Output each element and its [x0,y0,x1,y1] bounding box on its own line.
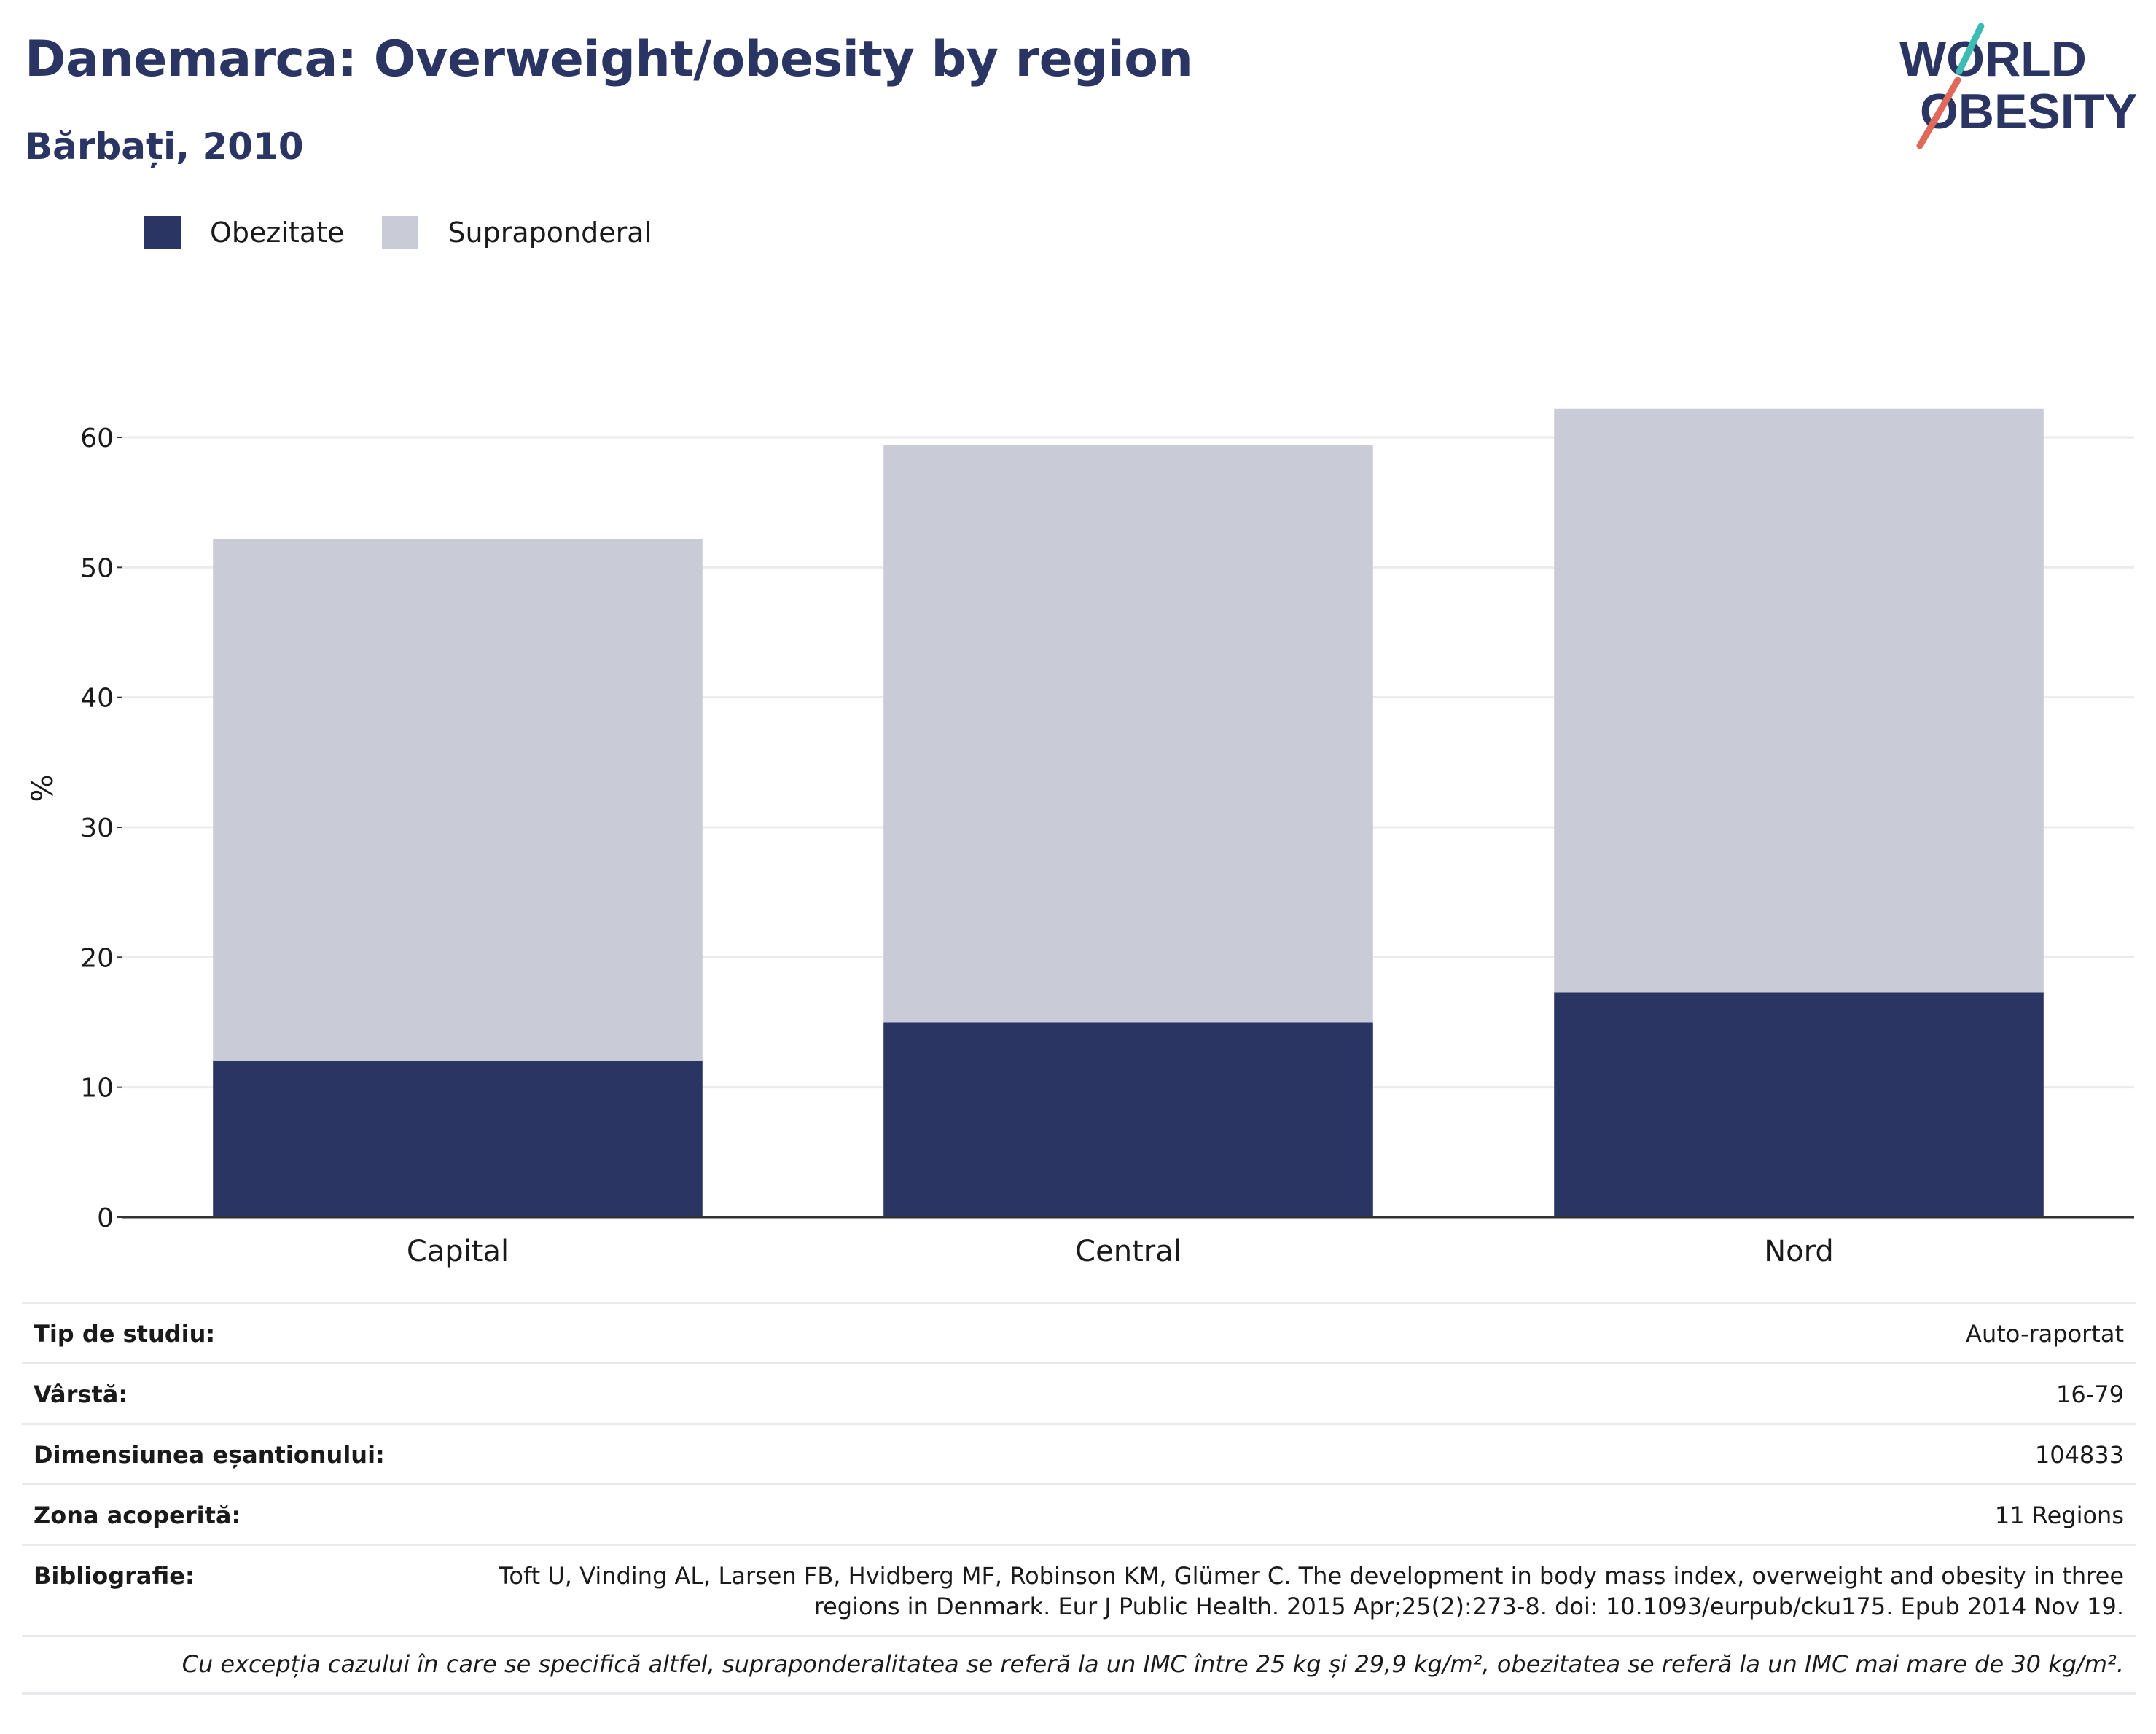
info-row-age: Vârstă: 16-79 [22,1362,2136,1423]
info-value: 11 Regions [1994,1501,2124,1529]
bar-chart: 0 10 20 30 40 50 60% Capital Central Nord [26,408,2134,1268]
info-row-study-type: Tip de studiu: Auto-raportat [22,1302,2136,1362]
logo-text-world: WORLD [1899,31,2087,87]
world-obesity-logo: WORLD OBESITY [1899,23,2138,149]
info-key: Tip de studiu: [34,1320,216,1348]
info-key: Vârstă: [34,1380,128,1408]
y-tick-label: 10 [80,1074,114,1104]
legend-item-overweight[interactable]: Supraponderal [382,216,652,249]
chart-legend: Obezitate Supraponderal [144,216,690,249]
info-value: 16-79 [2056,1380,2124,1408]
bar-obesity-nord [1554,992,2044,1217]
legend-item-obesity[interactable]: Obezitate [144,216,344,249]
y-tick-label: 20 [80,943,114,973]
y-tick-label: 30 [80,813,114,843]
chart-title: Danemarca: Overweight/obesity by region [25,31,1193,88]
y-tick-label: 60 [80,423,114,453]
info-row-bibliography: Bibliografie: Toft U, Vinding AL, Larsen… [22,1544,2136,1635]
info-row-sample-size: Dimensiunea eșantionului: 104833 [22,1423,2136,1483]
bar-obesity-capital [213,1061,703,1217]
y-tick-label: 50 [80,553,114,583]
legend-swatch-overweight [382,216,419,249]
x-tick-label: Central [1075,1235,1181,1268]
info-key: Zona acoperită: [34,1501,241,1529]
legend-swatch-obesity [144,216,181,249]
legend-label-overweight: Supraponderal [448,216,652,249]
logo-text-obesity: OBESITY [1920,84,2138,139]
bar-overweight-capital [213,539,703,1061]
y-axis-label: % [26,774,60,802]
info-row-area-covered: Zona acoperită: 11 Regions [22,1483,2136,1544]
info-value: 104833 [2034,1441,2124,1469]
chart-subtitle: Bărbați, 2010 [25,125,304,168]
info-value: Auto-raportat [1966,1320,2124,1348]
info-key: Dimensiunea eșantionului: [34,1441,385,1469]
logo-slash-teal [1956,23,1985,75]
legend-label-obesity: Obezitate [210,216,345,249]
bar-overweight-nord [1554,408,2044,993]
y-tick-label: 40 [80,684,114,714]
info-value: Toft U, Vinding AL, Larsen FB, Hvidberg … [499,1562,2124,1620]
logo-slash-red [1916,77,1961,149]
bar-overweight-central [883,445,1373,1023]
info-key: Bibliografie: [34,1562,195,1590]
x-tick-label: Nord [1764,1235,1834,1268]
bar-obesity-central [883,1022,1373,1217]
definition-footnote: Cu excepția cazului în care se specifică… [22,1635,2136,1695]
y-tick-label: 0 [97,1203,114,1233]
x-tick-label: Capital [407,1235,509,1268]
study-info-table: Tip de studiu: Auto-raportat Vârstă: 16-… [22,1302,2136,1695]
